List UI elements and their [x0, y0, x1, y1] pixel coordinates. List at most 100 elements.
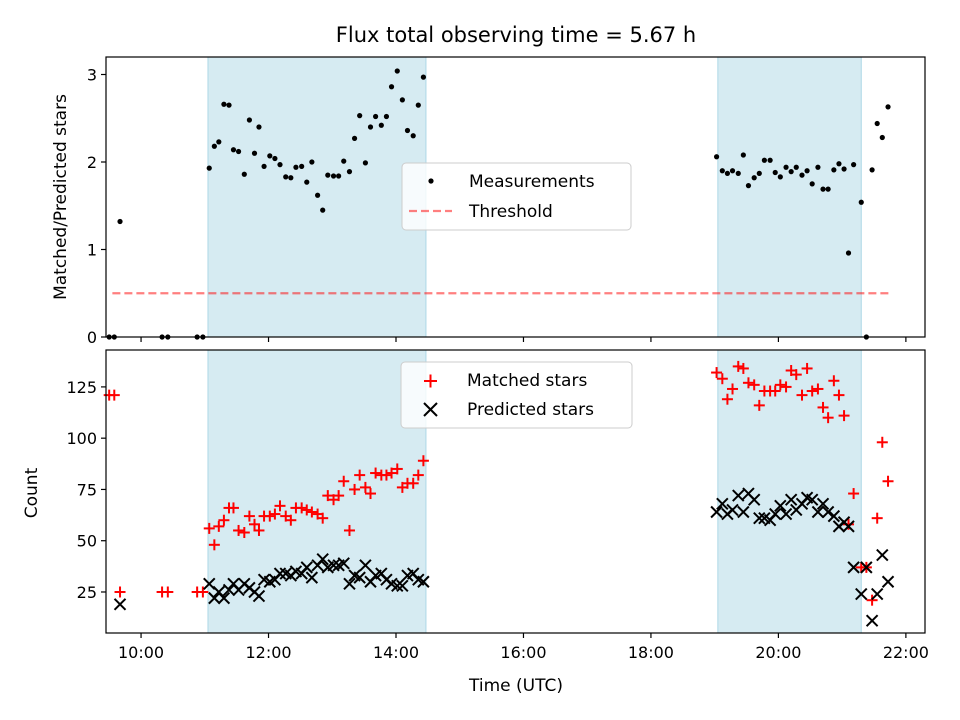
matched-star-marker	[748, 379, 760, 391]
measurement-point	[362, 160, 369, 166]
predicted-star-marker	[359, 559, 372, 572]
x-b	[273, 567, 287, 580]
x-b	[847, 561, 860, 574]
bottom-legend-box	[400, 361, 633, 429]
matched-star-marker	[866, 594, 878, 606]
measurement-point	[235, 148, 242, 155]
predicted-star-marker	[391, 579, 404, 593]
measurement-point	[388, 84, 395, 90]
predicted-star-marker	[784, 493, 798, 506]
matched-star-marker	[317, 512, 329, 524]
predicted-star-marker	[710, 505, 723, 519]
measurement-point	[399, 97, 405, 103]
predicted-star-marker	[753, 511, 766, 525]
matched-star-marker	[871, 512, 883, 524]
matched-star-marker	[817, 401, 829, 413]
measurement-point	[357, 113, 363, 119]
predicted-star-marker	[881, 575, 895, 588]
measurement-point	[783, 164, 789, 170]
predicted-star-marker	[353, 571, 366, 584]
x-b	[257, 573, 271, 586]
measurement-point	[869, 167, 875, 173]
measurement-point	[293, 164, 299, 170]
predicted-star-marker	[113, 598, 127, 611]
measurement-point	[761, 157, 767, 163]
x-b	[227, 577, 240, 590]
measurement-point	[879, 134, 885, 141]
measurement-point	[874, 120, 880, 127]
measurement-point	[256, 124, 262, 130]
measurement-point	[211, 143, 217, 149]
predicted-star-marker	[779, 507, 793, 521]
x-b	[821, 505, 835, 519]
measurement-point	[809, 181, 815, 187]
measurement-point	[841, 166, 847, 172]
matched-star-marker	[412, 469, 424, 481]
measurement-point	[341, 158, 347, 164]
matched-star-marker	[711, 367, 723, 379]
x-b	[212, 585, 226, 599]
top-y-axis-label: Matched/Predicted stars	[51, 94, 71, 300]
predicted-star-marker	[327, 559, 340, 572]
measurement-point	[346, 169, 353, 175]
x-b	[208, 591, 221, 605]
matched-star-marker	[812, 383, 824, 395]
predicted-star-marker	[821, 505, 835, 519]
measurement-point	[251, 150, 258, 156]
x-b	[113, 598, 127, 611]
measurement-point	[804, 168, 810, 174]
legend-predicted-marker	[423, 402, 438, 417]
measurement-point	[226, 102, 232, 108]
y-tick-label: 2	[87, 153, 97, 172]
measurement-point	[261, 163, 267, 169]
x-b	[300, 561, 313, 574]
top-x-ticks	[140, 337, 907, 342]
measurement-point	[394, 68, 400, 74]
x-b	[732, 489, 745, 502]
measurement-point	[315, 192, 321, 198]
measurement-point	[277, 162, 283, 168]
x-b	[222, 583, 236, 597]
matched-star-marker	[203, 522, 215, 534]
measurement-point	[836, 161, 842, 167]
measurement-point	[729, 168, 736, 174]
predicted-star-marker	[747, 493, 761, 506]
predicted-star-marker	[827, 509, 841, 523]
x-b	[710, 505, 723, 519]
measurement-point	[745, 183, 752, 189]
measurement-point	[825, 186, 831, 192]
x-b	[842, 520, 855, 533]
y-tick-label: 100	[66, 429, 97, 448]
x-b	[417, 575, 430, 588]
x-b	[353, 571, 366, 584]
y-tick-label: 25	[77, 583, 97, 602]
y-tick-label: 3	[87, 66, 97, 85]
predicted-star-marker	[860, 561, 873, 574]
matched-star-marker	[721, 393, 733, 405]
matched-star-marker	[391, 463, 403, 475]
predicted-star-marker	[811, 505, 825, 519]
matched-star-marker	[370, 467, 382, 479]
x-b	[375, 567, 388, 580]
predicted-star-marker	[337, 557, 350, 570]
matched-star-marker	[796, 389, 808, 401]
measurement-point	[216, 139, 222, 145]
measurement-point	[404, 127, 411, 134]
measurement-point	[415, 102, 421, 108]
x-b	[305, 571, 319, 584]
x-b	[343, 577, 356, 590]
x-b	[805, 493, 819, 506]
measurement-point	[751, 175, 757, 181]
predicted-star-marker	[300, 561, 313, 574]
measurement-point	[767, 157, 773, 163]
x-tick-label: 18:00	[628, 643, 674, 662]
measurement-point	[724, 170, 731, 176]
measurement-point	[851, 162, 857, 168]
matched-star-marker	[790, 369, 802, 381]
x-b	[726, 503, 739, 517]
matched-star-marker	[306, 506, 318, 518]
figure-title: Flux total observing time = 5.67 h	[336, 23, 696, 47]
matched-star-marker	[801, 362, 813, 374]
matched-star-marker	[365, 488, 377, 500]
predicted-star-marker	[737, 505, 750, 519]
